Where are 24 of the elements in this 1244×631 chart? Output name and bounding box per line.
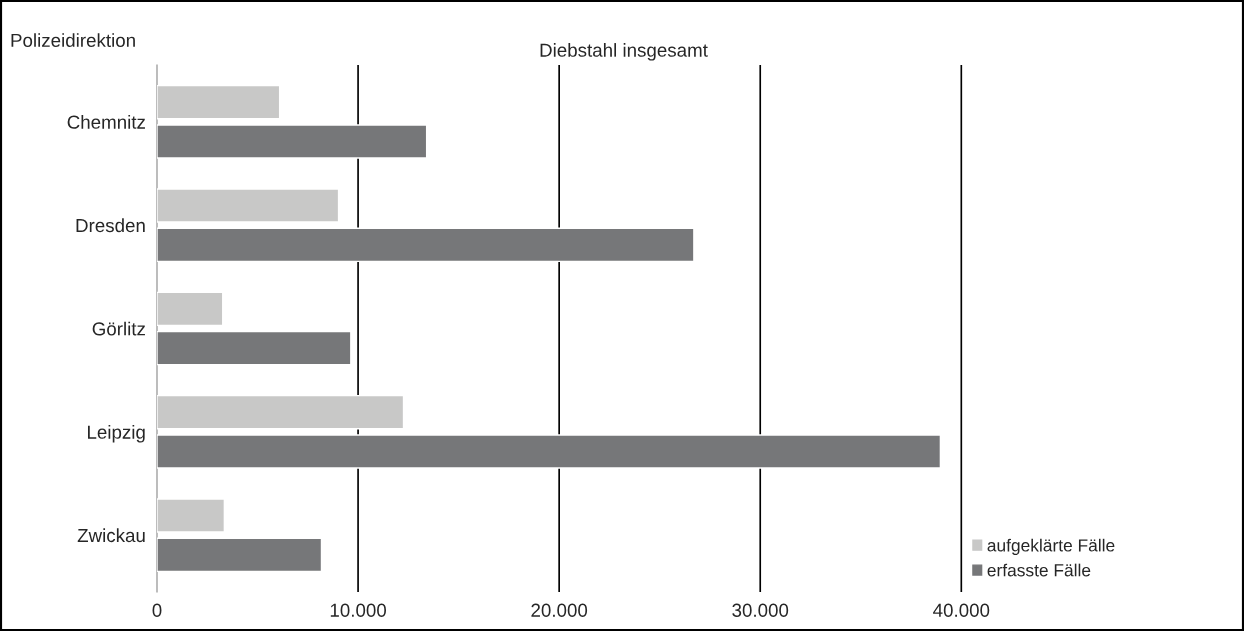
- legend-label: aufgeklärte Fälle: [987, 538, 1115, 555]
- x-tick-label: 40.000: [933, 603, 990, 617]
- bar: [157, 498, 226, 533]
- bar: [157, 434, 942, 469]
- bar: [157, 188, 340, 223]
- y-tick-label: Dresden: [76, 218, 145, 233]
- legend-label: erfasste Fälle: [987, 563, 1091, 577]
- y-tick-label: Zwickau: [77, 528, 145, 543]
- y-tick-label: Leipzig: [88, 425, 145, 443]
- x-tick-label: 10.000: [330, 603, 387, 617]
- chart-title: Diebstahl insgesamt: [540, 43, 708, 61]
- x-tick-label: 0: [152, 603, 162, 617]
- y-tick-label: Görlitz: [92, 321, 145, 336]
- x-tick-label: 30.000: [732, 603, 789, 617]
- bar: [157, 227, 695, 263]
- bar: [157, 330, 352, 366]
- y-tick-label: Chemnitz: [67, 115, 145, 129]
- y-axis-title: Polizeidirektion: [11, 33, 135, 48]
- bar: [157, 124, 428, 159]
- x-tick-label: 20.000: [531, 603, 588, 617]
- bar: [157, 84, 281, 120]
- bar: [157, 394, 405, 430]
- bar: [157, 291, 224, 327]
- bar: [157, 537, 323, 573]
